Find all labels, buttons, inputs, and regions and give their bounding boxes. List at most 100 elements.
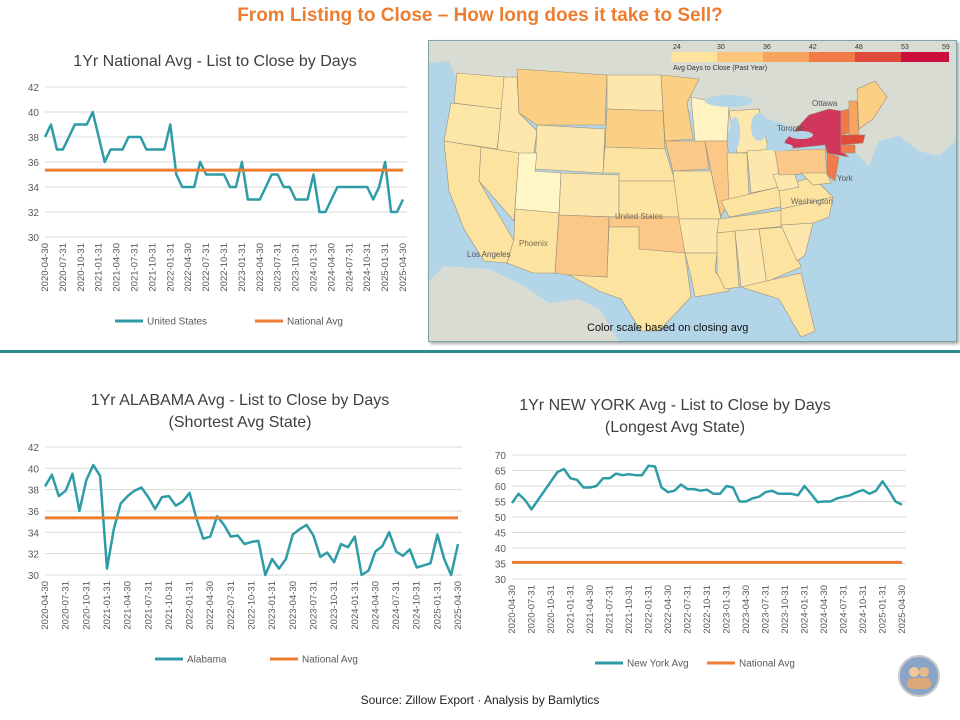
x-tick-label: 2025-04-30 [453, 581, 464, 630]
state-nevada [478, 146, 520, 222]
state-maine [856, 80, 888, 130]
y-tick-label: 55 [495, 498, 507, 509]
x-tick-label: 2024-04-30 [370, 581, 381, 630]
state-ohio [746, 148, 780, 194]
scale-tick-1: 30 [717, 44, 725, 51]
state-vermont [840, 108, 850, 136]
x-tick-label: 2022-04-30 [183, 243, 194, 292]
avatar[interactable] [898, 655, 940, 697]
x-tick-label: 2023-07-31 [761, 585, 772, 634]
x-tick-label: 2024-04-30 [819, 585, 830, 634]
scale-tick-0: 24 [673, 44, 681, 51]
x-tick-label: 2021-04-30 [585, 585, 596, 634]
scale-tick-6: 59 [942, 44, 950, 51]
label-united-states: United States [615, 212, 663, 221]
x-tick-label: 2023-01-31 [237, 243, 248, 292]
newyork-chart-title: 1Yr NEW YORK Avg - List to Close by Days… [490, 395, 860, 439]
x-tick-label: 2022-04-30 [205, 581, 216, 630]
y-tick-label: 42 [28, 83, 40, 94]
y-tick-label: 38 [28, 133, 40, 144]
x-tick-label: 2022-10-31 [702, 585, 713, 634]
alabama-chart-title: 1Yr ALABAMA Avg - List to Close by Days … [40, 390, 440, 434]
x-tick-label: 2025-04-30 [398, 243, 409, 292]
source-note: Source: Zillow Export · Analysis by Baml… [360, 693, 600, 707]
state-colorado [558, 172, 620, 218]
x-tick-label: 2023-01-31 [267, 581, 278, 630]
legend-label: National Avg [287, 317, 343, 328]
national-chart-title: 1Yr National Avg - List to Close by Days [73, 53, 357, 70]
state-washington [453, 72, 505, 110]
x-tick-label: 2024-10-31 [412, 581, 423, 630]
y-tick-label: 34 [28, 528, 40, 539]
x-tick-label: 2022-01-31 [185, 581, 196, 630]
x-tick-label: 2024-10-31 [362, 243, 373, 292]
label-phoenix: Phoenix [519, 239, 548, 248]
newyork-subtitle-line: (Longest Avg State) [604, 419, 746, 436]
y-tick-label: 36 [28, 507, 40, 518]
label-york: York [837, 174, 854, 183]
people-icon [907, 667, 931, 689]
y-tick-label: 50 [495, 513, 507, 524]
state-south-dakota [604, 108, 666, 150]
x-tick-label: 2025-01-31 [380, 243, 391, 292]
x-tick-label: 2021-10-31 [624, 585, 635, 634]
x-tick-label: 2020-04-30 [507, 585, 518, 634]
state-new-york [784, 108, 850, 158]
state-arkansas [678, 218, 720, 254]
alabama-title-line: 1Yr ALABAMA Avg - List to Close by Days [90, 392, 390, 409]
section-divider [0, 350, 960, 353]
y-tick-label: 32 [28, 550, 40, 561]
state-mississippi [716, 230, 740, 290]
state-connecticut [840, 144, 856, 154]
x-tick-label: 2024-07-31 [391, 581, 402, 630]
state-oregon [443, 102, 503, 150]
x-tick-label: 2022-07-31 [226, 581, 237, 630]
y-tick-label: 45 [495, 529, 507, 540]
x-tick-label: 2023-07-31 [308, 581, 319, 630]
state-new-mexico [554, 214, 610, 278]
state-minnesota [660, 74, 700, 142]
y-tick-label: 38 [28, 486, 40, 497]
y-tick-label: 36 [28, 158, 40, 169]
scale-title: Avg Days to Close (Past Year) [673, 65, 767, 72]
state-new-hampshire [848, 100, 860, 136]
x-tick-label: 2021-07-31 [605, 585, 616, 634]
x-tick-label: 2022-01-31 [644, 585, 655, 634]
x-tick-label: 2024-07-31 [839, 585, 850, 634]
label-los-angeles: Los Angeles [467, 250, 511, 259]
x-tick-label: 2025-01-31 [878, 585, 889, 634]
state-idaho [496, 76, 538, 160]
us-choropleth-map: 24 30 36 42 48 53 59 Avg Days to Close (… [429, 41, 956, 341]
x-tick-label: 2024-07-31 [344, 243, 355, 292]
state-north-dakota [606, 74, 664, 112]
newyork-chart: 30 35 40 45 50 55 60 65 70 2020-04-30 2020-07-31 20… [495, 451, 908, 670]
state-florida [739, 272, 816, 338]
x-tick-label: 2023-01-31 [722, 585, 733, 634]
label-toronto: Toronto [777, 124, 804, 133]
x-tick-label: 2025-01-31 [432, 581, 443, 630]
series-line-united-states [43, 110, 405, 214]
x-tick-label: 2023-04-30 [288, 581, 299, 630]
x-tick-label: 2022-04-30 [663, 585, 674, 634]
x-tick-label: 2021-01-31 [94, 243, 105, 292]
x-tick-label: 2021-10-31 [147, 243, 158, 292]
y-tick-label: 40 [495, 544, 507, 555]
state-montana [516, 68, 608, 126]
y-tick-label: 35 [495, 560, 507, 571]
x-tick-label: 2022-07-31 [683, 585, 694, 634]
x-tick-label: 2020-10-31 [76, 243, 87, 292]
x-tick-label: 2021-04-30 [112, 243, 123, 292]
y-tick-label: 60 [495, 482, 507, 493]
state-texas [568, 226, 692, 332]
y-tick-label: 30 [28, 571, 40, 582]
x-tick-label: 2024-04-30 [326, 243, 337, 292]
x-tick-label: 2021-01-31 [566, 585, 577, 634]
x-tick-label: 2020-10-31 [81, 581, 92, 630]
y-tick-label: 42 [28, 443, 40, 454]
x-tick-label: 2023-04-30 [741, 585, 752, 634]
color-scale-legend: 24 30 36 42 48 53 59 Avg Days to Close (… [671, 44, 950, 72]
x-tick-label: 2020-07-31 [527, 585, 538, 634]
x-tick-label: 2023-10-31 [291, 243, 302, 292]
series-line-new-york-avg [510, 464, 903, 511]
state-new-jersey [826, 152, 840, 182]
